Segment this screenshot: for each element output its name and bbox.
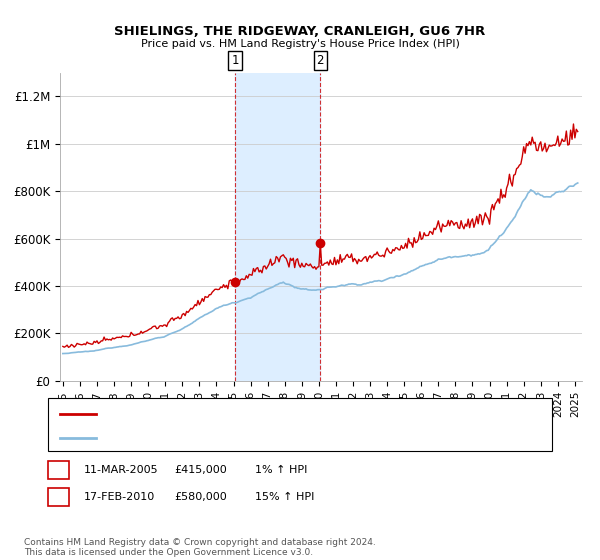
Text: £580,000: £580,000 — [174, 492, 227, 502]
Text: 15% ↑ HPI: 15% ↑ HPI — [255, 492, 314, 502]
Text: Contains HM Land Registry data © Crown copyright and database right 2024.
This d: Contains HM Land Registry data © Crown c… — [24, 538, 376, 557]
Text: Price paid vs. HM Land Registry's House Price Index (HPI): Price paid vs. HM Land Registry's House … — [140, 39, 460, 49]
Text: 2: 2 — [317, 54, 324, 67]
Text: 17-FEB-2010: 17-FEB-2010 — [84, 492, 155, 502]
Text: 1: 1 — [55, 465, 62, 475]
Text: £415,000: £415,000 — [174, 465, 227, 475]
Text: 11-MAR-2005: 11-MAR-2005 — [84, 465, 158, 475]
Text: SHIELINGS, THE RIDGEWAY, CRANLEIGH, GU6 7HR (detached house): SHIELINGS, THE RIDGEWAY, CRANLEIGH, GU6 … — [102, 409, 458, 418]
Text: 1% ↑ HPI: 1% ↑ HPI — [255, 465, 307, 475]
Bar — [235, 73, 320, 381]
Text: HPI: Average price, detached house, Waverley: HPI: Average price, detached house, Wave… — [102, 432, 343, 442]
Text: SHIELINGS, THE RIDGEWAY, CRANLEIGH, GU6 7HR: SHIELINGS, THE RIDGEWAY, CRANLEIGH, GU6 … — [115, 25, 485, 38]
Text: 2: 2 — [55, 492, 62, 502]
Text: 1: 1 — [231, 54, 239, 67]
